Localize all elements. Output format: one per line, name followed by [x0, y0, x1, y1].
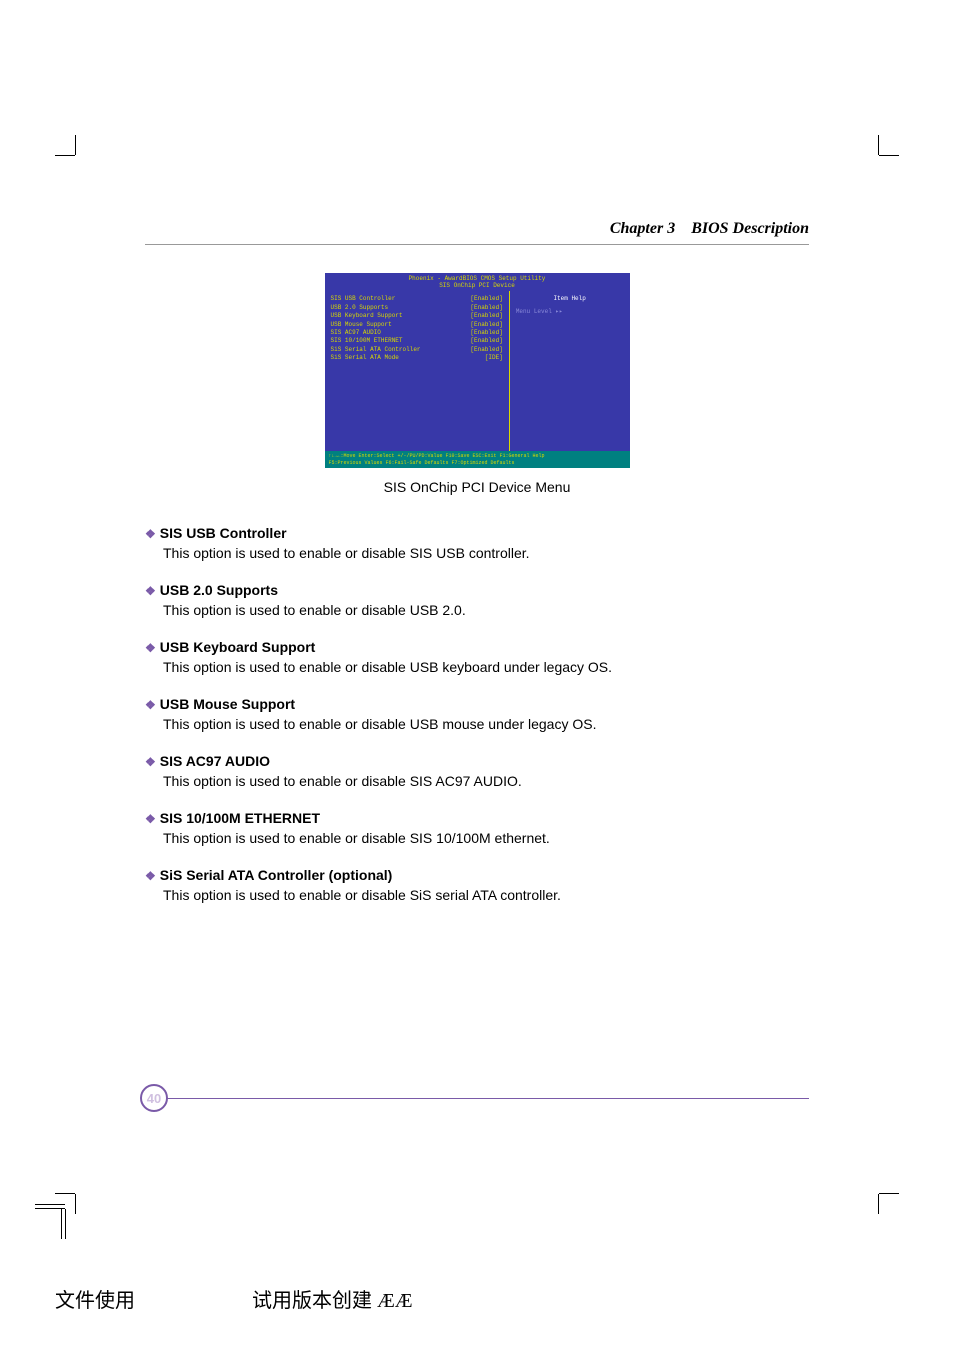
bios-screenshot: Phoenix - AwardBIOS CMOS Setup Utility S… [325, 273, 630, 468]
bullet-icon: ❖ [145, 584, 156, 598]
section: ❖SIS AC97 AUDIO This option is used to e… [145, 753, 809, 792]
section: ❖SiS Serial ATA Controller (optional) Th… [145, 867, 809, 906]
bios-caption: SIS OnChip PCI Device Menu [145, 479, 809, 495]
chapter-title: BIOS Description [691, 220, 809, 237]
page-footer: 40 [145, 1094, 809, 1114]
bullet-icon: ❖ [145, 812, 156, 826]
section-title: ❖USB Mouse Support [145, 696, 809, 712]
section: ❖USB 2.0 Supports This option is used to… [145, 582, 809, 621]
section-title: ❖SIS USB Controller [145, 525, 809, 541]
bios-screenshot-container: Phoenix - AwardBIOS CMOS Setup Utility S… [145, 273, 809, 495]
section-desc: This option is used to enable or disable… [163, 657, 809, 678]
bios-option-row: USB Keyboard Support[Enabled] [331, 312, 503, 320]
section-title: ❖USB Keyboard Support [145, 639, 809, 655]
bullet-icon: ❖ [145, 698, 156, 712]
page-number: 40 [147, 1091, 161, 1106]
bottom-text-right: 试用版本创建 ÆÆ [252, 1284, 413, 1313]
bullet-icon: ❖ [145, 869, 156, 883]
bios-footer-line2: F5:Previous Values F6:Fail-Safe Defaults… [329, 460, 626, 467]
section: ❖USB Mouse Support This option is used t… [145, 696, 809, 735]
bios-help-panel: Item Help Menu Level ▸▸ [510, 291, 630, 451]
section-desc: This option is used to enable or disable… [163, 885, 809, 906]
bios-footer: ↑↓→←:Move Enter:Select +/-/PU/PD:Value F… [325, 451, 630, 468]
section-desc: This option is used to enable or disable… [163, 828, 809, 849]
bios-item-help-label: Item Help [516, 295, 624, 302]
page-content: Chapter 3 BIOS Description Phoenix - Awa… [0, 0, 954, 906]
bios-option-row: SIS 10/100M ETHERNET[Enabled] [331, 337, 503, 345]
section: ❖USB Keyboard Support This option is use… [145, 639, 809, 678]
section: ❖SIS 10/100M ETHERNET This option is use… [145, 810, 809, 849]
bottom-text-left: 文件使用 [55, 1284, 135, 1313]
section-desc: This option is used to enable or disable… [163, 543, 809, 564]
bios-option-row: USB 2.0 Supports[Enabled] [331, 304, 503, 312]
crop-mark-br [869, 1184, 899, 1214]
chapter-label: Chapter 3 [610, 220, 675, 237]
section-desc: This option is used to enable or disable… [163, 600, 809, 621]
bios-menu-level: Menu Level ▸▸ [516, 308, 624, 315]
bullet-icon: ❖ [145, 527, 156, 541]
section-title: ❖SIS 10/100M ETHERNET [145, 810, 809, 826]
bios-title-line1: Phoenix - AwardBIOS CMOS Setup Utility [325, 275, 630, 282]
page-header: Chapter 3 BIOS Description [145, 220, 809, 245]
bios-option-row: USB Mouse Support[Enabled] [331, 321, 503, 329]
bios-option-row: SiS Serial ATA Controller[Enabled] [331, 346, 503, 354]
section-desc: This option is used to enable or disable… [163, 771, 809, 792]
bios-title-line2: SIS OnChip PCI Device [325, 282, 630, 289]
page-number-circle: 40 [140, 1084, 168, 1112]
bios-option-row: SiS Serial ATA Mode[IDE] [331, 354, 503, 362]
section: ❖SIS USB Controller This option is used … [145, 525, 809, 564]
bios-options-panel: SIS USB Controller[Enabled] USB 2.0 Supp… [325, 291, 510, 451]
section-title: ❖SiS Serial ATA Controller (optional) [145, 867, 809, 883]
crop-mark-tr [869, 135, 899, 165]
crop-mark-tl [55, 135, 85, 165]
section-title: ❖USB 2.0 Supports [145, 582, 809, 598]
section-title: ❖SIS AC97 AUDIO [145, 753, 809, 769]
bios-body: SIS USB Controller[Enabled] USB 2.0 Supp… [325, 291, 630, 451]
bios-titlebar: Phoenix - AwardBIOS CMOS Setup Utility S… [325, 273, 630, 291]
bullet-icon: ❖ [145, 641, 156, 655]
bios-option-row: SIS AC97 AUDIO[Enabled] [331, 329, 503, 337]
bios-option-row: SIS USB Controller[Enabled] [331, 295, 503, 303]
double-crop-mark-bl [35, 1199, 75, 1239]
bullet-icon: ❖ [145, 755, 156, 769]
section-desc: This option is used to enable or disable… [163, 714, 809, 735]
footer-line [167, 1098, 809, 1099]
